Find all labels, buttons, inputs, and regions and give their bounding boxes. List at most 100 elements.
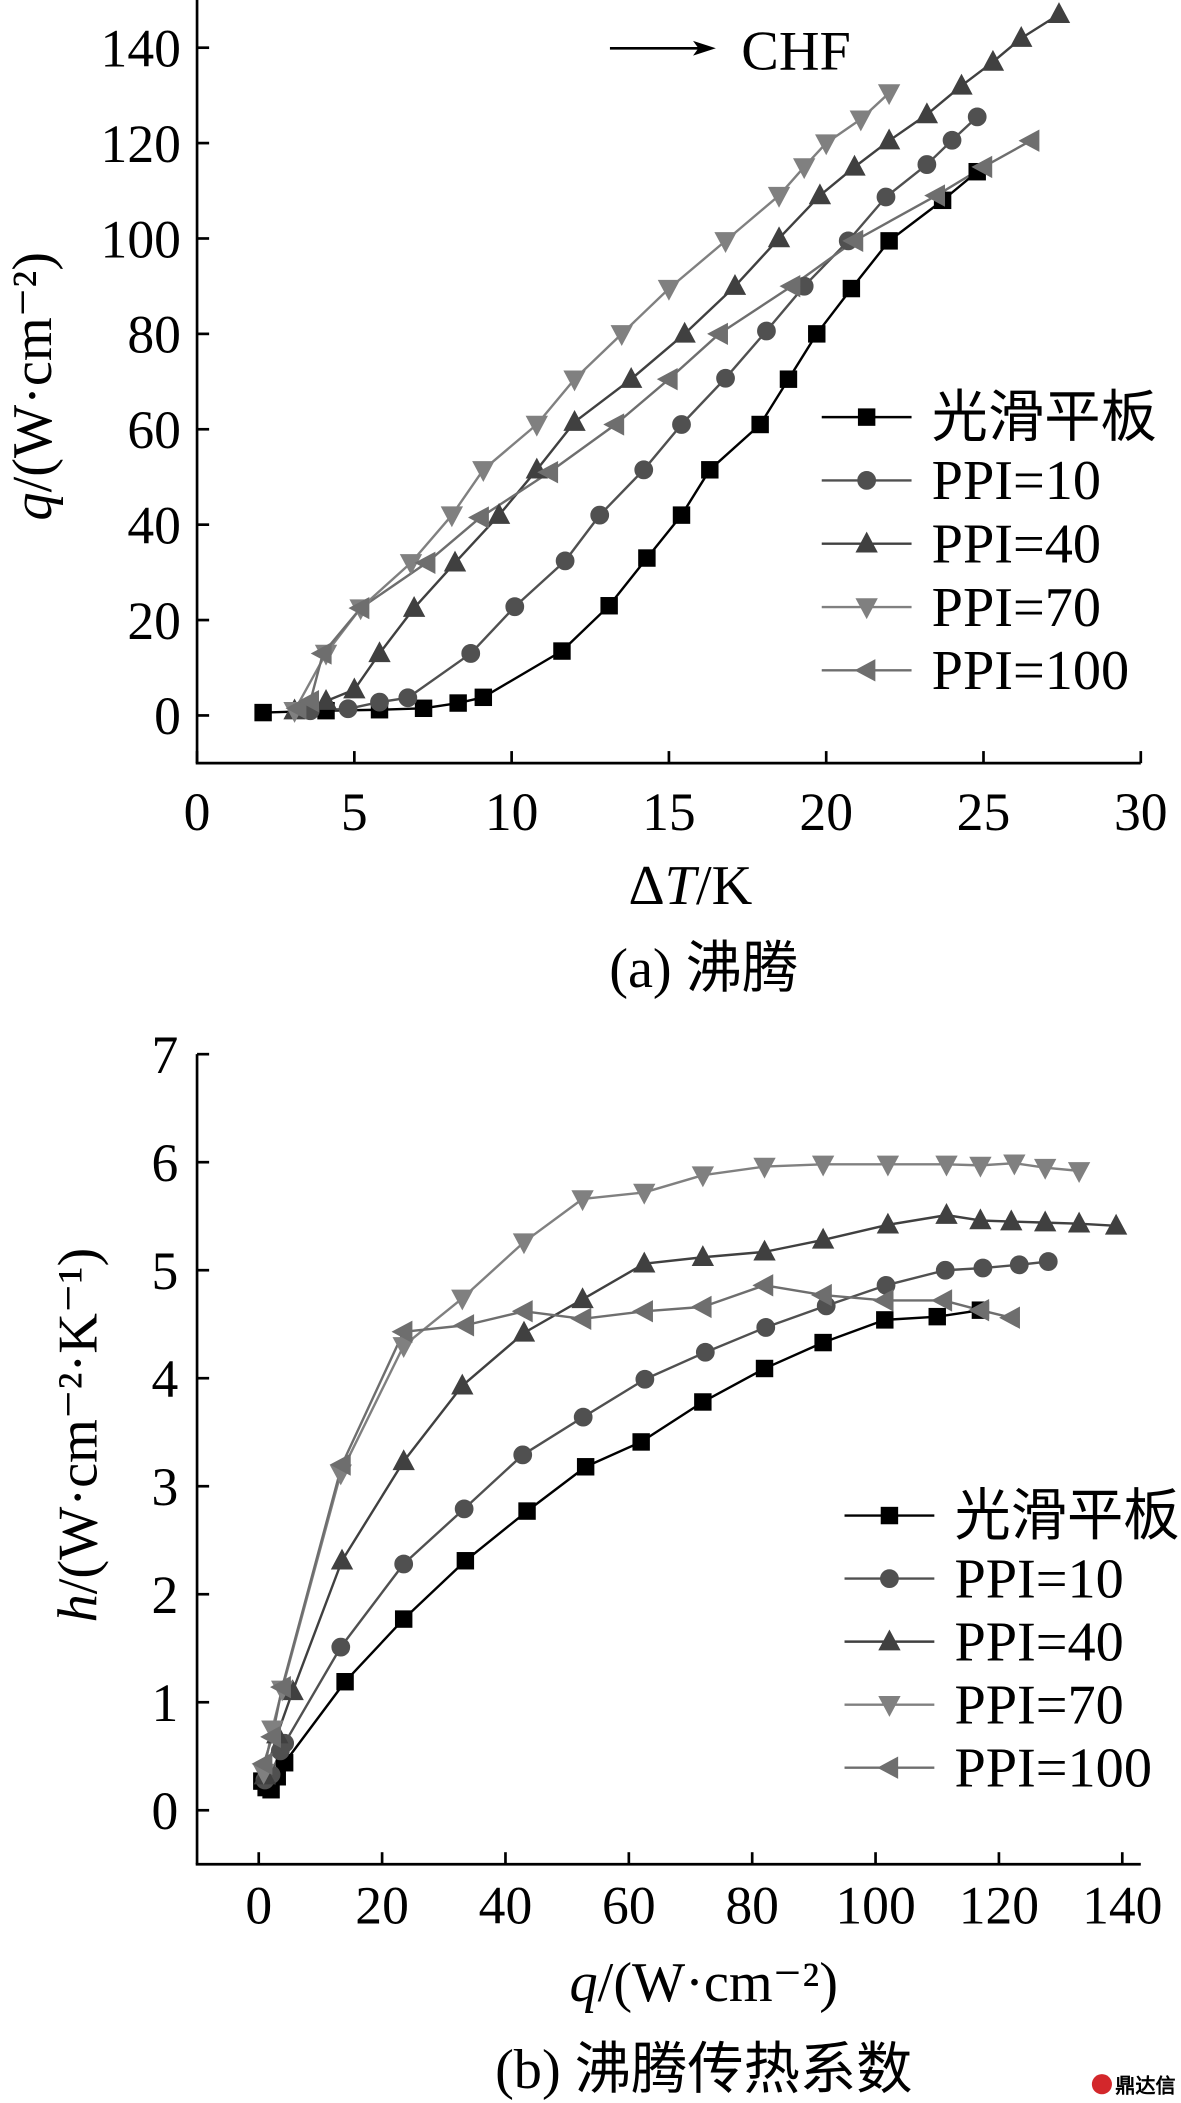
triangle-left-marker — [842, 229, 864, 253]
triangle-up-marker — [878, 1629, 901, 1651]
triangle-down-marker — [691, 1166, 715, 1188]
triangle-up-marker — [808, 183, 832, 205]
triangle-down-marker — [472, 461, 495, 482]
triangle-down-marker — [399, 554, 423, 575]
triangle-up-marker — [392, 1449, 415, 1471]
circle-marker — [716, 368, 735, 388]
triangle-up-marker — [1047, 2, 1071, 24]
triangle-down-marker — [1034, 1158, 1057, 1180]
triangle-up-marker — [314, 688, 338, 710]
square-marker — [394, 1610, 413, 1628]
square-marker — [456, 1552, 475, 1570]
triangle-up-marker — [723, 274, 747, 295]
circle-marker — [857, 471, 877, 490]
square-marker — [928, 1307, 946, 1326]
legend-entry: PPI=100 — [821, 640, 1129, 702]
triangle-up-marker — [877, 128, 901, 150]
square-marker — [814, 1333, 832, 1352]
triangle-up-marker — [1010, 26, 1033, 47]
triangle-left-marker — [391, 1320, 413, 1343]
x-tick-label: 120 — [959, 1875, 1039, 1935]
triangle-left-marker — [329, 1453, 351, 1476]
triangle-left-marker — [603, 413, 625, 436]
x-tick-label: 140 — [1082, 1875, 1162, 1935]
triangle-left-marker — [999, 1306, 1020, 1329]
chart-a-x-axis-symbol: T — [665, 855, 700, 917]
triangle-left-marker — [285, 697, 307, 720]
square-marker — [880, 232, 898, 250]
triangle-up-marker — [330, 1548, 354, 1570]
triangle-left-marker — [931, 1289, 953, 1312]
triangle-up-marker — [673, 321, 696, 343]
triangle-down-marker — [855, 598, 878, 620]
square-marker — [474, 688, 493, 707]
circle-marker — [555, 551, 575, 571]
triangle-down-marker — [451, 1289, 474, 1311]
square-marker — [414, 699, 433, 718]
circle-marker — [513, 1445, 533, 1465]
y-tick-label: 1 — [151, 1673, 178, 1733]
legend-entry: 光滑平板 — [844, 1485, 1180, 1547]
chf-label: CHF — [741, 21, 850, 83]
x-tick-label: 40 — [479, 1875, 533, 1935]
x-tick-label: 25 — [957, 782, 1011, 842]
triangle-up-marker — [811, 1227, 835, 1249]
series-line — [262, 1284, 1012, 1765]
y-tick-label: 140 — [101, 18, 181, 78]
legend-entry: PPI=70 — [844, 1674, 1124, 1736]
x-tick-label: 30 — [1114, 782, 1168, 842]
legend-entry: PPI=10 — [844, 1548, 1124, 1610]
chart-b-y-axis-unit: /(W·cm⁻²·K⁻¹) — [48, 1248, 110, 1594]
triangle-left-marker — [872, 1289, 894, 1312]
y-tick-label: 4 — [151, 1349, 178, 1409]
triangle-left-marker — [1018, 129, 1040, 152]
legend-entry: 光滑平板 — [821, 387, 1157, 449]
triangle-down-marker — [1067, 1162, 1091, 1183]
y-tick-label: 7 — [151, 1025, 178, 1085]
triangle-left-marker — [656, 368, 678, 391]
y-tick-label: 0 — [154, 686, 181, 746]
square-marker — [808, 325, 826, 343]
circle-marker — [1038, 1252, 1058, 1271]
triangle-left-marker — [511, 1300, 533, 1323]
triangle-down-marker — [610, 325, 633, 347]
square-marker — [632, 1433, 650, 1451]
circle-marker — [880, 1569, 899, 1588]
triangle-left-marker — [310, 642, 332, 665]
triangle-up-marker — [981, 49, 1005, 71]
legend-label: PPI=10 — [954, 1548, 1123, 1610]
triangle-down-marker — [793, 158, 816, 180]
triangle-up-marker — [563, 409, 586, 431]
square-marker — [857, 408, 876, 426]
triangle-left-marker — [968, 1298, 990, 1322]
triangle-up-marker — [935, 1202, 958, 1224]
watermark-logo-icon — [1091, 2074, 1112, 2095]
circle-marker — [573, 1407, 593, 1427]
legend-label: PPI=10 — [932, 450, 1101, 512]
triangle-left-marker — [298, 689, 320, 713]
triangle-up-marker — [451, 1373, 474, 1395]
circle-marker — [695, 1342, 715, 1362]
triangle-up-marker — [368, 641, 391, 663]
circle-marker — [398, 688, 418, 708]
triangle-up-marker — [915, 102, 939, 124]
y-tick-label: 6 — [151, 1133, 178, 1193]
triangle-down-marker — [571, 1190, 594, 1212]
legend-label: PPI=70 — [954, 1674, 1123, 1736]
triangle-left-marker — [707, 322, 728, 346]
y-tick-label: 40 — [127, 495, 181, 555]
y-tick-label: 100 — [101, 209, 181, 269]
circle-marker — [590, 505, 610, 525]
triangle-up-marker — [876, 1212, 900, 1234]
x-tick-label: 80 — [725, 1875, 779, 1935]
legend-entry: PPI=100 — [844, 1737, 1152, 1799]
circle-marker — [394, 1554, 414, 1574]
triangle-left-marker — [632, 1300, 653, 1323]
y-tick-label: 3 — [151, 1457, 178, 1517]
circle-marker — [942, 130, 962, 150]
circle-marker — [505, 597, 525, 617]
triangle-left-marker — [810, 1283, 832, 1307]
circle-marker — [756, 1318, 776, 1337]
triangle-up-marker — [512, 1320, 536, 1342]
